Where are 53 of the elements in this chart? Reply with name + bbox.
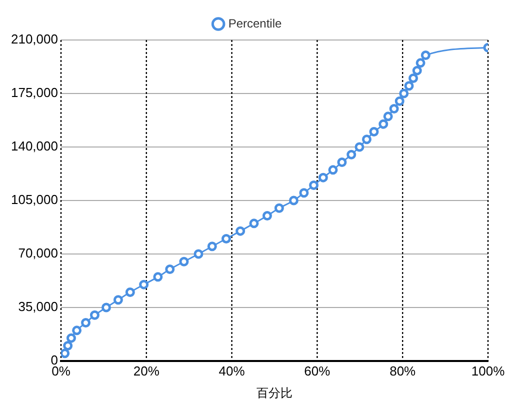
- point: [72, 326, 82, 336]
- x-tick-label: 60%: [304, 363, 331, 378]
- point: [369, 126, 379, 136]
- point: [153, 272, 163, 282]
- x-tick-label: 20%: [133, 363, 160, 378]
- point: [262, 211, 272, 221]
- point: [362, 134, 372, 144]
- point: [318, 172, 328, 182]
- x-tick-label: 80%: [390, 363, 416, 378]
- point: [139, 280, 149, 290]
- point: [389, 104, 399, 114]
- point: [299, 188, 309, 198]
- point: [328, 165, 338, 175]
- point: [354, 142, 364, 152]
- point: [309, 180, 319, 190]
- point: [378, 119, 388, 129]
- point: [412, 66, 422, 76]
- y-tick-label: 35,000: [18, 299, 58, 314]
- point: [274, 203, 284, 213]
- point: [102, 302, 112, 312]
- point: [420, 50, 430, 60]
- point: [179, 256, 189, 266]
- legend-label: Percentile: [228, 16, 282, 30]
- point: [416, 58, 426, 68]
- point: [60, 348, 70, 358]
- point: [236, 226, 246, 236]
- point: [63, 340, 73, 350]
- point: [125, 287, 135, 297]
- y-tick-label: 105,000: [10, 192, 58, 208]
- point: [399, 88, 409, 98]
- point: [346, 150, 356, 160]
- point: [221, 234, 231, 244]
- point: [113, 295, 123, 305]
- point: [404, 81, 414, 91]
- point: [194, 249, 204, 259]
- point: [165, 264, 175, 274]
- point: [383, 112, 393, 122]
- point: [337, 158, 347, 168]
- y-tick-label: 175,000: [10, 85, 58, 100]
- x-tick-label: 100%: [471, 363, 506, 378]
- x-axis-title: 百分比: [256, 386, 292, 400]
- point: [408, 73, 418, 83]
- point: [90, 310, 100, 320]
- x-tick-label: 40%: [218, 363, 246, 378]
- point: [288, 196, 298, 206]
- point: [394, 96, 404, 106]
- point: [66, 333, 76, 343]
- point: [207, 242, 217, 252]
- y-tick-label: 140,000: [10, 138, 58, 154]
- point: [81, 318, 91, 328]
- point: [249, 218, 259, 228]
- y-tick-label: 210,000: [10, 32, 58, 47]
- y-tick-label: 70,000: [18, 246, 58, 261]
